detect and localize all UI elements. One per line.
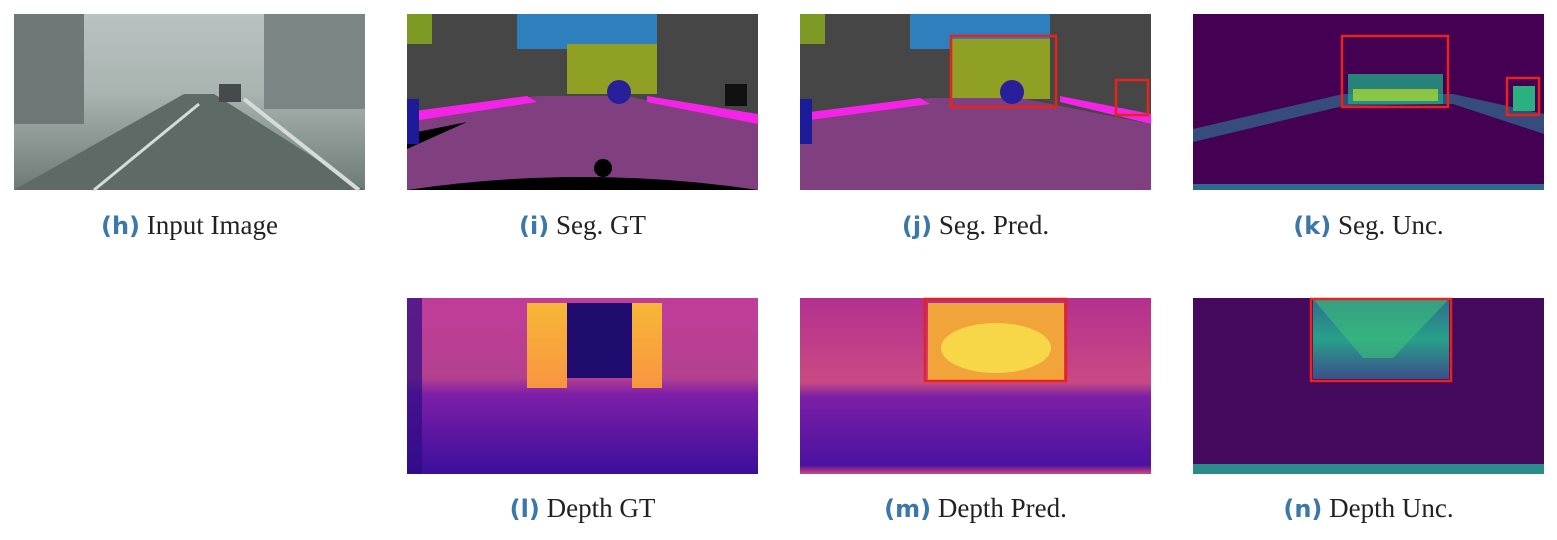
- panel-label: (l): [509, 495, 540, 523]
- caption: (i) Seg. GT: [407, 210, 758, 241]
- depth-pred-image: [800, 297, 1151, 474]
- caption: (m) Depth Pred.: [800, 493, 1151, 524]
- panel-caption: Depth Unc.: [1329, 493, 1454, 523]
- panel-label: (n): [1283, 495, 1323, 523]
- panel-label: (i): [519, 212, 550, 240]
- panel-caption: Seg. Unc.: [1337, 210, 1444, 240]
- panel-label: (h): [101, 212, 141, 240]
- panel-label: (k): [1293, 212, 1332, 240]
- caption: (n) Depth Unc.: [1193, 493, 1544, 524]
- caption: (k) Seg. Unc.: [1193, 210, 1544, 241]
- panel-caption: Depth GT: [546, 493, 656, 523]
- input-image: [14, 14, 365, 192]
- panel-label: (j): [901, 212, 933, 240]
- depth-gt-image: [407, 298, 758, 474]
- panel-label: (m): [884, 495, 932, 523]
- seg-unc-image: [1193, 14, 1544, 190]
- panel-caption: Depth Pred.: [937, 493, 1067, 523]
- caption: (h) Input Image: [14, 210, 365, 241]
- panel-caption: Input Image: [146, 210, 278, 240]
- depth-unc-image: [1193, 297, 1544, 474]
- panel-caption: Seg. Pred.: [938, 210, 1050, 240]
- caption: (j) Seg. Pred.: [800, 210, 1151, 241]
- panel-caption: Seg. GT: [555, 210, 646, 240]
- seg-gt-image: [407, 14, 758, 190]
- caption: (l) Depth GT: [407, 493, 758, 524]
- seg-pred-image: [800, 14, 1151, 190]
